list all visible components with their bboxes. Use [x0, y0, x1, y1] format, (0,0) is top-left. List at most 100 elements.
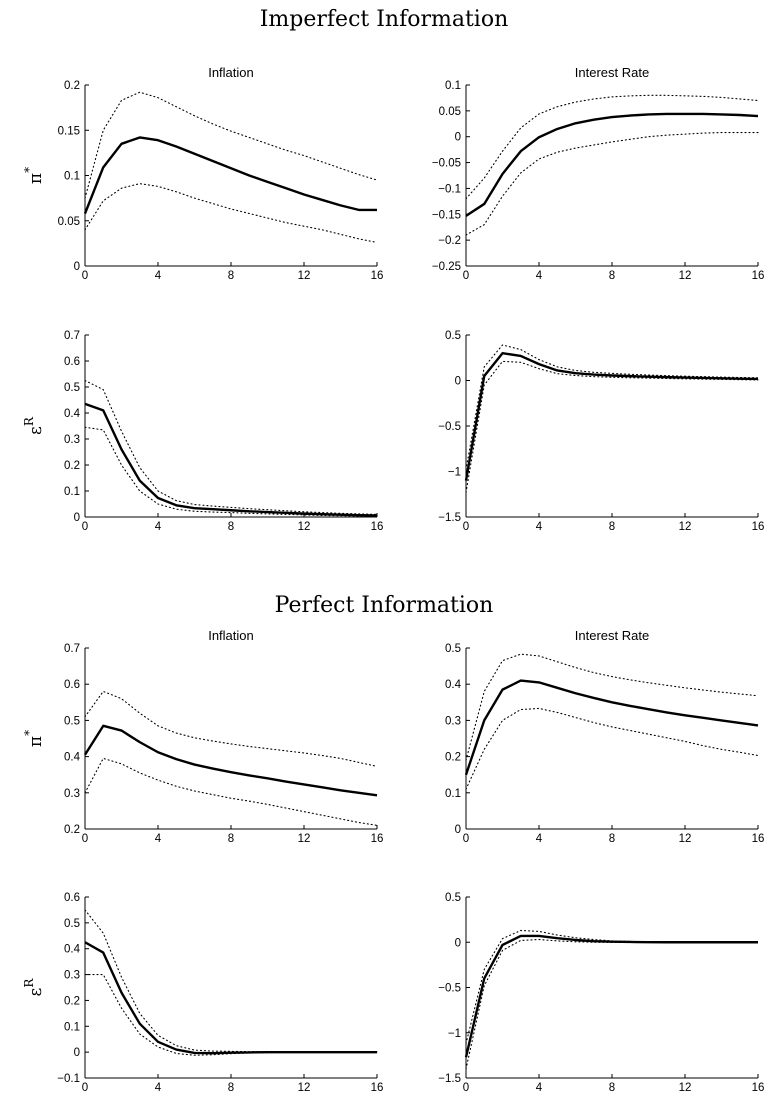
panel-2: εR 0 0.1 0.2 0.3 0.4 0.5 0.6 0.7 0 4 8 12 16	[22, 330, 383, 533]
x-tick-label: 12	[298, 833, 311, 845]
x-tick-label: 0	[82, 270, 88, 282]
y-tick-label: 0	[455, 376, 461, 388]
y-tick-label: 0.1	[64, 171, 80, 183]
y-tick-label: −0.5	[438, 983, 461, 995]
panel-1: Interest Rate −0.25 −0.2 −0.15 −0.1 −0.05 0 0.0…	[432, 65, 765, 282]
y-tick-label: −1.5	[438, 512, 461, 524]
y-tick-label: −0.1	[57, 1073, 80, 1085]
panel-6: εR−0.100.10.20.30.40.50.60 4 8 12 16	[22, 892, 383, 1094]
y-tick-label: 0.2	[64, 995, 80, 1007]
y-tick-label: 0.6	[64, 356, 80, 368]
lower-band-line	[465, 360, 759, 493]
upper-band-line	[84, 91, 378, 199]
x-tick-label: 0	[463, 833, 469, 845]
x-tick-label: 4	[155, 270, 162, 282]
x-tick-label: 0	[82, 833, 88, 845]
x-tick-label: 16	[371, 833, 384, 845]
section-title-perfect: Perfect Information	[275, 593, 494, 618]
upper-band-line	[84, 909, 378, 1053]
y-tick-label: −0.1	[438, 183, 461, 195]
x-tick-label: 4	[155, 1082, 162, 1094]
y-tick-label: 0.2	[64, 824, 80, 836]
x-tick-label: 16	[371, 521, 384, 533]
panel-title: Inflation	[208, 628, 254, 643]
median-line	[465, 112, 759, 217]
y-tick-label: 0.1	[445, 788, 461, 800]
panel-3: −1.5 −1 −0.5 0 0.5 0 4 8 12 16	[438, 330, 764, 533]
y-tick-label: 0.3	[64, 788, 80, 800]
y-tick-label: −0.5	[438, 421, 461, 433]
y-tick-label: 0.5	[64, 715, 80, 727]
upper-band-line	[465, 929, 759, 1045]
x-tick-label: 16	[752, 521, 765, 533]
y-tick-label: 0.5	[64, 918, 80, 930]
median-line	[464, 679, 759, 776]
y-tick-label: 0.2	[64, 80, 80, 92]
y-tick-label: 0.1	[64, 1021, 80, 1033]
panel-4: Inflation π* 0.2 0.3 0.4 0.5 0.6 0.7 0 4 8 12 16	[22, 628, 383, 845]
median-line	[84, 402, 378, 517]
lower-band-line	[84, 183, 378, 244]
y-tick-label: −1.5	[438, 1073, 461, 1085]
y-tick-label: 0.7	[64, 330, 80, 342]
y-tick-label: 0.6	[64, 679, 80, 691]
x-tick-label: 16	[752, 833, 765, 845]
panel-title: Inflation	[208, 65, 254, 80]
x-tick-label: 16	[752, 1082, 765, 1094]
y-tick-label: 0.4	[64, 752, 81, 764]
upper-band-line	[465, 94, 759, 200]
row-label: π*	[22, 730, 46, 747]
x-tick-label: 8	[609, 1082, 615, 1094]
y-tick-label: 0.1	[445, 80, 461, 92]
lower-band-line	[465, 707, 759, 790]
median-line	[83, 136, 377, 214]
y-tick-label: 0.4	[64, 408, 81, 420]
panel-title: Interest Rate	[575, 65, 649, 80]
median-line	[464, 352, 759, 481]
y-tick-label: −0.15	[432, 209, 461, 221]
row-label: εR	[22, 978, 46, 997]
x-tick-label: 0	[82, 521, 88, 533]
x-tick-label: 0	[463, 270, 469, 282]
x-tick-label: 8	[609, 521, 615, 533]
median-line	[84, 941, 377, 1055]
x-tick-label: 4	[536, 1082, 543, 1094]
y-tick-label: 0.5	[445, 892, 461, 904]
x-tick-label: 16	[371, 270, 384, 282]
y-tick-label: 0.3	[64, 970, 80, 982]
y-tick-label: 0.3	[445, 715, 461, 727]
y-tick-label: 0.6	[64, 892, 80, 904]
lower-band-line	[84, 974, 378, 1056]
row-label: εR	[22, 416, 46, 435]
x-tick-label: 8	[228, 1082, 234, 1094]
y-tick-label: 0.2	[445, 752, 461, 764]
y-tick-label: 0.05	[439, 106, 461, 118]
y-tick-label: −0.05	[432, 158, 461, 170]
x-tick-label: 12	[298, 1082, 311, 1094]
y-tick-label: 0	[455, 132, 461, 144]
y-tick-label: 0.2	[64, 460, 80, 472]
x-tick-label: 8	[609, 270, 615, 282]
x-tick-label: 12	[679, 1082, 692, 1094]
x-tick-label: 0	[82, 1082, 88, 1094]
y-tick-label: 0	[74, 1047, 80, 1059]
x-tick-label: 12	[298, 521, 311, 533]
x-tick-label: 8	[228, 833, 234, 845]
x-tick-label: 16	[371, 1082, 384, 1094]
y-tick-label: 0.15	[58, 125, 80, 137]
upper-band-line	[84, 379, 378, 515]
y-tick-label: 0.05	[58, 216, 80, 228]
y-tick-label: 0.5	[64, 382, 80, 394]
x-tick-label: 0	[463, 521, 469, 533]
section-title-imperfect: Imperfect Information	[260, 7, 509, 32]
x-tick-label: 12	[679, 833, 692, 845]
lower-band-line	[465, 938, 759, 1070]
y-tick-label: 0.3	[64, 434, 80, 446]
x-tick-label: 4	[536, 521, 543, 533]
panel-0: Inflation π* 0 0.05 0.1 0.15 0.2 0 4 8 12 16	[22, 65, 383, 282]
x-tick-label: 12	[679, 521, 692, 533]
y-tick-label: −1	[448, 467, 461, 479]
x-tick-label: 8	[228, 270, 234, 282]
